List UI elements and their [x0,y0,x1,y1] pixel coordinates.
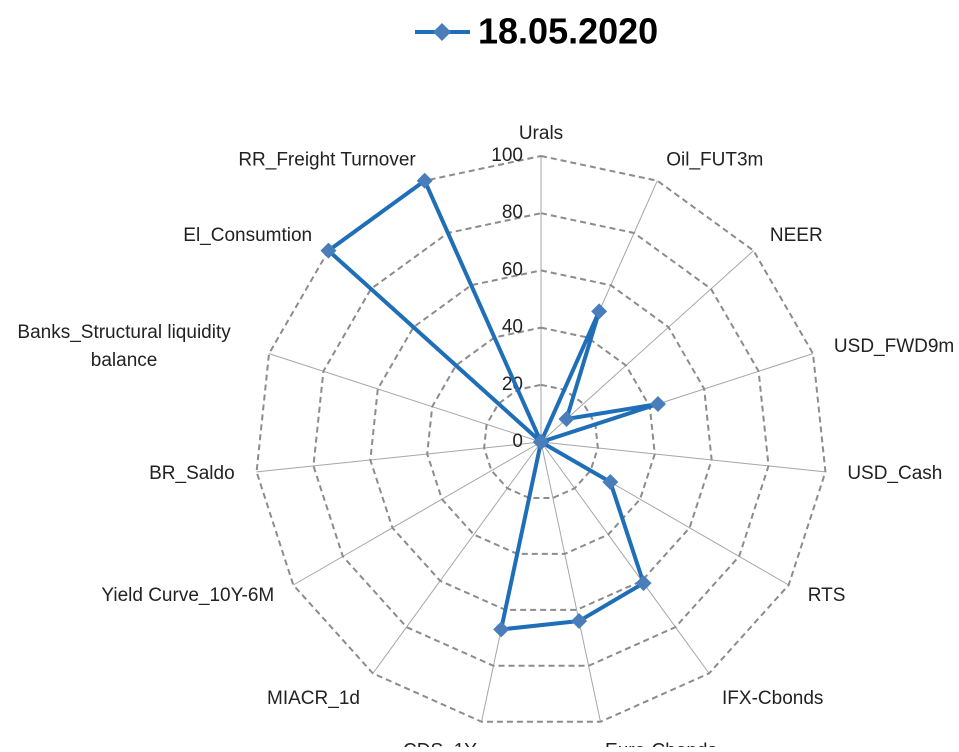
category-label: BR_Saldo [149,463,235,484]
category-label: El_Consumtion [183,225,312,246]
data-point [571,613,588,630]
axis-spoke [540,441,601,722]
data-point [635,575,652,592]
data-point [493,621,510,638]
tick-label: 0 [512,431,523,452]
legend-label: 18.05.2020 [478,11,658,52]
grid-line [312,212,770,667]
category-label: Oil_FUT3m [666,150,763,171]
axis-spoke [256,441,542,473]
category-label: IFX-Cbonds [722,688,823,709]
category-label: MIACR_1d [267,688,360,709]
data-point [591,303,608,320]
category-label: Yield Curve_10Y-6M [101,585,274,606]
tick-label: 60 [502,259,523,280]
series-line [326,178,660,632]
legend-marker [433,23,451,41]
axis-spoke [268,353,542,443]
category-label: USD_Cash [847,463,942,484]
category-label: USD_FWD9m [834,336,954,357]
tick-label: 100 [491,145,523,166]
category-label: Euro-Cbonds [605,740,717,747]
grid-line [255,154,827,723]
tick-label: 80 [502,202,523,223]
axis-spoke [372,441,542,674]
grid-line [369,269,713,611]
data-point [649,395,666,412]
category-label: RR_Freight Turnover [238,150,416,171]
data-point [602,474,619,491]
data-point [558,411,575,428]
axis-spoke [540,441,710,674]
category-label: CDS_1Y [403,740,477,747]
tick-label: 40 [502,317,523,338]
category-label: RTS [808,585,846,606]
category-label: NEER [770,225,823,246]
data-point [416,172,433,189]
data-point [533,434,549,450]
axis-spoke [293,441,542,586]
axis-spoke [540,250,754,443]
category-label: Banks_Structural liquidity balance [17,321,231,371]
axis-spoke [540,441,826,473]
category-label: Urals [519,123,563,144]
data-point [320,242,337,259]
grid-line [426,326,656,555]
